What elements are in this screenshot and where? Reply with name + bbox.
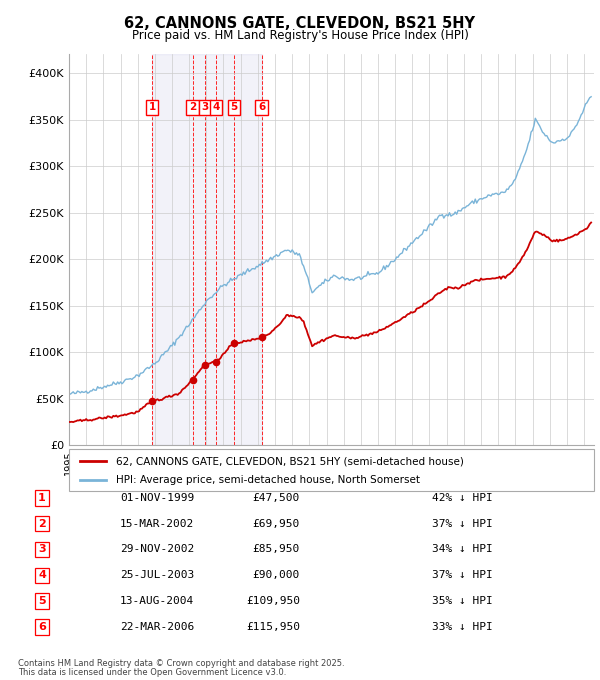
Text: 62, CANNONS GATE, CLEVEDON, BS21 5HY: 62, CANNONS GATE, CLEVEDON, BS21 5HY [125, 16, 476, 31]
Text: 33% ↓ HPI: 33% ↓ HPI [432, 622, 493, 632]
Text: 62, CANNONS GATE, CLEVEDON, BS21 5HY (semi-detached house): 62, CANNONS GATE, CLEVEDON, BS21 5HY (se… [116, 456, 464, 466]
Text: 1: 1 [148, 102, 155, 112]
Text: This data is licensed under the Open Government Licence v3.0.: This data is licensed under the Open Gov… [18, 668, 286, 677]
Text: 22-MAR-2006: 22-MAR-2006 [120, 622, 194, 632]
Text: HPI: Average price, semi-detached house, North Somerset: HPI: Average price, semi-detached house,… [116, 475, 420, 486]
Text: 37% ↓ HPI: 37% ↓ HPI [432, 519, 493, 528]
Text: 25-JUL-2003: 25-JUL-2003 [120, 571, 194, 580]
Text: Contains HM Land Registry data © Crown copyright and database right 2025.: Contains HM Land Registry data © Crown c… [18, 659, 344, 668]
FancyBboxPatch shape [69, 449, 594, 491]
Text: 3: 3 [38, 545, 46, 554]
Text: 5: 5 [230, 102, 238, 112]
Text: £90,000: £90,000 [253, 571, 300, 580]
Text: £47,500: £47,500 [253, 493, 300, 503]
Text: 15-MAR-2002: 15-MAR-2002 [120, 519, 194, 528]
Text: 4: 4 [212, 102, 220, 112]
Text: £69,950: £69,950 [253, 519, 300, 528]
Text: £85,950: £85,950 [253, 545, 300, 554]
Text: £115,950: £115,950 [246, 622, 300, 632]
Text: 6: 6 [258, 102, 265, 112]
Text: 35% ↓ HPI: 35% ↓ HPI [432, 596, 493, 606]
Text: 2: 2 [189, 102, 196, 112]
Text: 29-NOV-2002: 29-NOV-2002 [120, 545, 194, 554]
Text: 3: 3 [201, 102, 208, 112]
Text: £109,950: £109,950 [246, 596, 300, 606]
Bar [152, 54, 262, 445]
Text: 42% ↓ HPI: 42% ↓ HPI [432, 493, 493, 503]
Text: 34% ↓ HPI: 34% ↓ HPI [432, 545, 493, 554]
Text: 2: 2 [38, 519, 46, 528]
Text: Price paid vs. HM Land Registry's House Price Index (HPI): Price paid vs. HM Land Registry's House … [131, 29, 469, 42]
Text: 6: 6 [38, 622, 46, 632]
Text: 4: 4 [38, 571, 46, 580]
Text: 01-NOV-1999: 01-NOV-1999 [120, 493, 194, 503]
Text: 37% ↓ HPI: 37% ↓ HPI [432, 571, 493, 580]
Text: 1: 1 [38, 493, 46, 503]
Text: 13-AUG-2004: 13-AUG-2004 [120, 596, 194, 606]
Text: 5: 5 [38, 596, 46, 606]
